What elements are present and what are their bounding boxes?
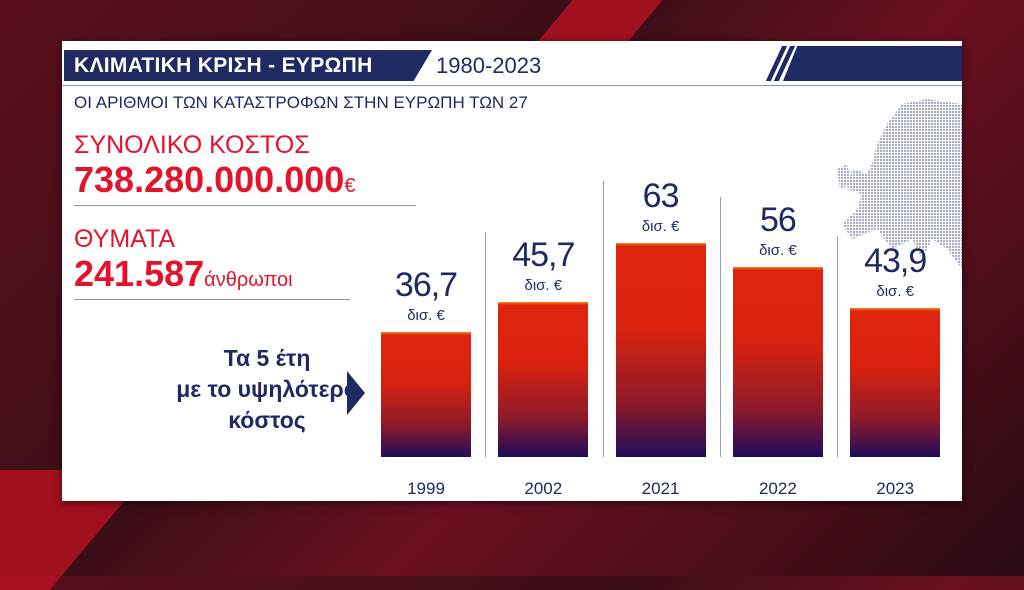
bar-2021 — [615, 243, 706, 457]
bar-value-label: 43,9 — [864, 241, 927, 280]
title-bar — [64, 50, 432, 81]
note-line: κόστος — [228, 407, 306, 433]
note-line: Τα 5 έτη — [223, 345, 311, 371]
note-line: με το υψηλότερο — [176, 376, 358, 402]
bar-unit-label: δισ. € — [759, 241, 797, 259]
chart-note: Τα 5 έτη με το υψηλότερο κόστος — [162, 343, 372, 436]
x-tick-label: 2023 — [876, 479, 915, 498]
bar-unit-label: δισ. € — [524, 276, 563, 294]
bar-separator — [837, 236, 839, 457]
infographic-panel: ΚΛΙΜΑΤΙΚΗ ΚΡΙΣΗ - ΕΥΡΩΠΗ 1980-2023 ΟΙ ΑΡ… — [62, 41, 962, 501]
arrow-right-icon — [347, 371, 365, 415]
x-tick-label: 1999 — [407, 479, 445, 498]
bar-unit-label: δισ. € — [407, 307, 445, 325]
victims-label: ΘΥΜΑΤΑ — [74, 225, 176, 253]
victims-number: 241.587 — [74, 253, 205, 294]
currency-unit: € — [344, 175, 356, 197]
bar-1999 — [381, 332, 471, 457]
bar-separator — [485, 231, 487, 457]
total-cost-number: 738.280.000.000 — [74, 159, 345, 200]
bar-value-label: 56 — [759, 200, 797, 239]
bar-2023 — [850, 307, 941, 457]
bar-separator — [602, 181, 604, 457]
bar-unit-label: δισ. € — [641, 218, 680, 235]
bar-value-label: 36,7 — [394, 266, 458, 305]
header-bar-right — [783, 46, 962, 81]
bar-value-label: 45,7 — [512, 235, 575, 274]
bar-separator — [719, 196, 721, 457]
divider — [74, 205, 416, 206]
x-tick-label: 2022 — [758, 479, 797, 498]
x-tick-label: 2002 — [524, 479, 563, 498]
divider — [62, 85, 962, 86]
x-tick-label: 2021 — [641, 479, 680, 498]
victims-value: 241.587άνθρωποι — [74, 253, 293, 295]
europe-map-icon — [837, 99, 962, 269]
page-title: ΚΛΙΜΑΤΙΚΗ ΚΡΙΣΗ - ΕΥΡΩΠΗ — [74, 54, 373, 77]
bar-2022 — [732, 266, 823, 457]
total-cost-label: ΣΥΝΟΛΙΚΟ ΚΟΣΤΟΣ — [74, 131, 310, 159]
subtitle: ΟΙ ΑΡΙΘΜΟΙ ΤΩΝ ΚΑΤΑΣΤΡΟΦΩΝ ΣΤΗΝ ΕΥΡΩΠΗ Τ… — [74, 93, 528, 112]
bar-2002 — [498, 301, 589, 457]
divider — [74, 299, 350, 300]
total-cost-value: 738.280.000.000€ — [74, 159, 355, 201]
bar-unit-label: δισ. € — [876, 282, 914, 300]
bar-value-label: 63 — [642, 177, 680, 215]
victims-unit: άνθρωποι — [204, 269, 293, 291]
period-label: 1980-2023 — [436, 53, 542, 78]
